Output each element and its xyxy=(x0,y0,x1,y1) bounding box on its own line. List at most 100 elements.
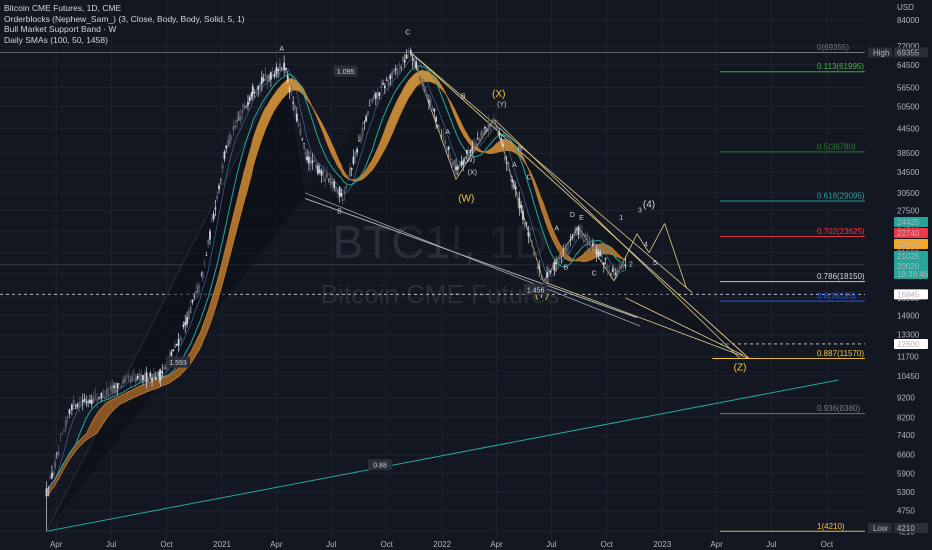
price-tick-17: 10450 xyxy=(897,372,920,381)
candle-body xyxy=(216,195,219,200)
candle-body xyxy=(613,270,615,276)
badge-bg xyxy=(894,338,928,349)
candle-123 xyxy=(266,73,269,89)
chart-title[interactable]: Bitcoin CME Futures, 1D, CME xyxy=(4,3,122,13)
ratio-box-bg xyxy=(333,65,358,77)
candle-body xyxy=(391,71,393,80)
candle-body xyxy=(601,254,603,257)
candle-body xyxy=(318,169,321,173)
candle-204 xyxy=(413,55,416,72)
candle-body xyxy=(415,61,418,69)
wedge-lower-2 xyxy=(625,297,744,356)
candle-215 xyxy=(433,108,436,118)
candle-61 xyxy=(156,370,159,381)
candle-80 xyxy=(189,299,192,315)
candle-body xyxy=(187,310,190,320)
candle-body xyxy=(54,461,56,469)
candle-body xyxy=(184,321,187,326)
candle-235 xyxy=(469,148,472,157)
price-badge-7: 16845 xyxy=(894,289,928,300)
candle-191 xyxy=(389,73,392,86)
time-tick-9: Jul xyxy=(546,540,556,549)
candle-233 xyxy=(465,149,468,160)
candle-217 xyxy=(437,123,439,129)
candle-body xyxy=(105,388,108,396)
price-badges: High 69355 24425 22740 22690 210252002019:38:… xyxy=(868,47,929,533)
candle-body xyxy=(462,160,465,165)
candle-208 xyxy=(420,79,423,84)
candle-218 xyxy=(438,124,441,135)
candle-149 xyxy=(313,154,316,162)
indicator-orderblocks[interactable]: Orderblocks (Nephew_Sam_) (3, Close, Bod… xyxy=(4,13,245,24)
candle-201 xyxy=(407,48,410,59)
candle-177 xyxy=(363,120,366,131)
candle-241 xyxy=(480,129,483,142)
candle-114 xyxy=(250,91,253,101)
time-tick-10: Oct xyxy=(601,540,614,549)
candle-body xyxy=(230,137,233,139)
price-tick-15: 13300 xyxy=(897,331,920,340)
candle-274 xyxy=(540,272,542,281)
candle-body xyxy=(124,377,126,383)
candle-180 xyxy=(368,99,371,107)
candle-body xyxy=(584,233,587,239)
candle-100 xyxy=(225,145,228,153)
candle-197 xyxy=(400,64,403,72)
candle-187 xyxy=(382,79,384,86)
wave-label-3: A xyxy=(445,129,450,136)
candle-227 xyxy=(455,159,457,176)
candle-body xyxy=(505,162,508,164)
indicator-smas[interactable]: Daily SMAs (100, 50, 1458) xyxy=(4,34,108,45)
candle-body xyxy=(573,233,576,236)
candle-body xyxy=(593,246,596,247)
candle-267 xyxy=(527,226,530,244)
candle-3 xyxy=(51,465,53,480)
candle-body xyxy=(326,173,328,178)
candle-122 xyxy=(264,66,267,81)
candle-body xyxy=(546,272,548,278)
candle-body xyxy=(315,164,318,169)
candle-301 xyxy=(590,243,593,253)
candle-278 xyxy=(547,264,550,284)
wave-label-9: B xyxy=(518,146,523,153)
price-tick-2: 64500 xyxy=(897,61,920,70)
candle-body xyxy=(104,397,106,399)
candle-226 xyxy=(453,159,456,174)
candle-247 xyxy=(491,117,494,124)
fib-label-2: 0.5(38780) xyxy=(817,142,856,151)
candle-45 xyxy=(127,372,130,383)
candle-body xyxy=(549,271,552,273)
price-tick-1: 72000 xyxy=(897,42,920,51)
candle-18 xyxy=(78,396,81,413)
indicator-support-band[interactable]: Bull Market Support Band · W xyxy=(4,24,117,34)
candle-228 xyxy=(456,163,459,176)
candle-101 xyxy=(227,134,229,149)
candle-body xyxy=(145,372,148,383)
candle-121 xyxy=(262,73,265,83)
candle-body xyxy=(359,136,362,143)
candle-body xyxy=(57,451,60,456)
candle-42 xyxy=(122,375,125,387)
zigzag-7 xyxy=(636,233,650,253)
candle-body xyxy=(147,380,150,383)
candle-136 xyxy=(290,84,293,97)
candle-body xyxy=(232,126,235,131)
candle-body xyxy=(356,148,359,153)
candle-190 xyxy=(387,77,390,93)
candle-body xyxy=(299,129,302,136)
candle-189 xyxy=(385,76,388,81)
candle-143 xyxy=(303,143,305,150)
badge-text: 22740 xyxy=(897,229,920,238)
candle-128 xyxy=(275,62,278,78)
time-axis[interactable]: Apr Jul Oct 2021 Apr Jul Oct 2022 Apr Jul Oct 2023 A… xyxy=(0,540,932,550)
candle-body xyxy=(618,265,621,268)
time-tick-6: Oct xyxy=(380,540,393,549)
candle-body xyxy=(301,138,304,140)
candle-body xyxy=(203,262,206,264)
candle-body xyxy=(209,231,211,240)
candle-117 xyxy=(255,88,258,95)
candle-159 xyxy=(331,175,334,192)
candle-body xyxy=(66,417,69,419)
candle-body xyxy=(402,56,404,62)
